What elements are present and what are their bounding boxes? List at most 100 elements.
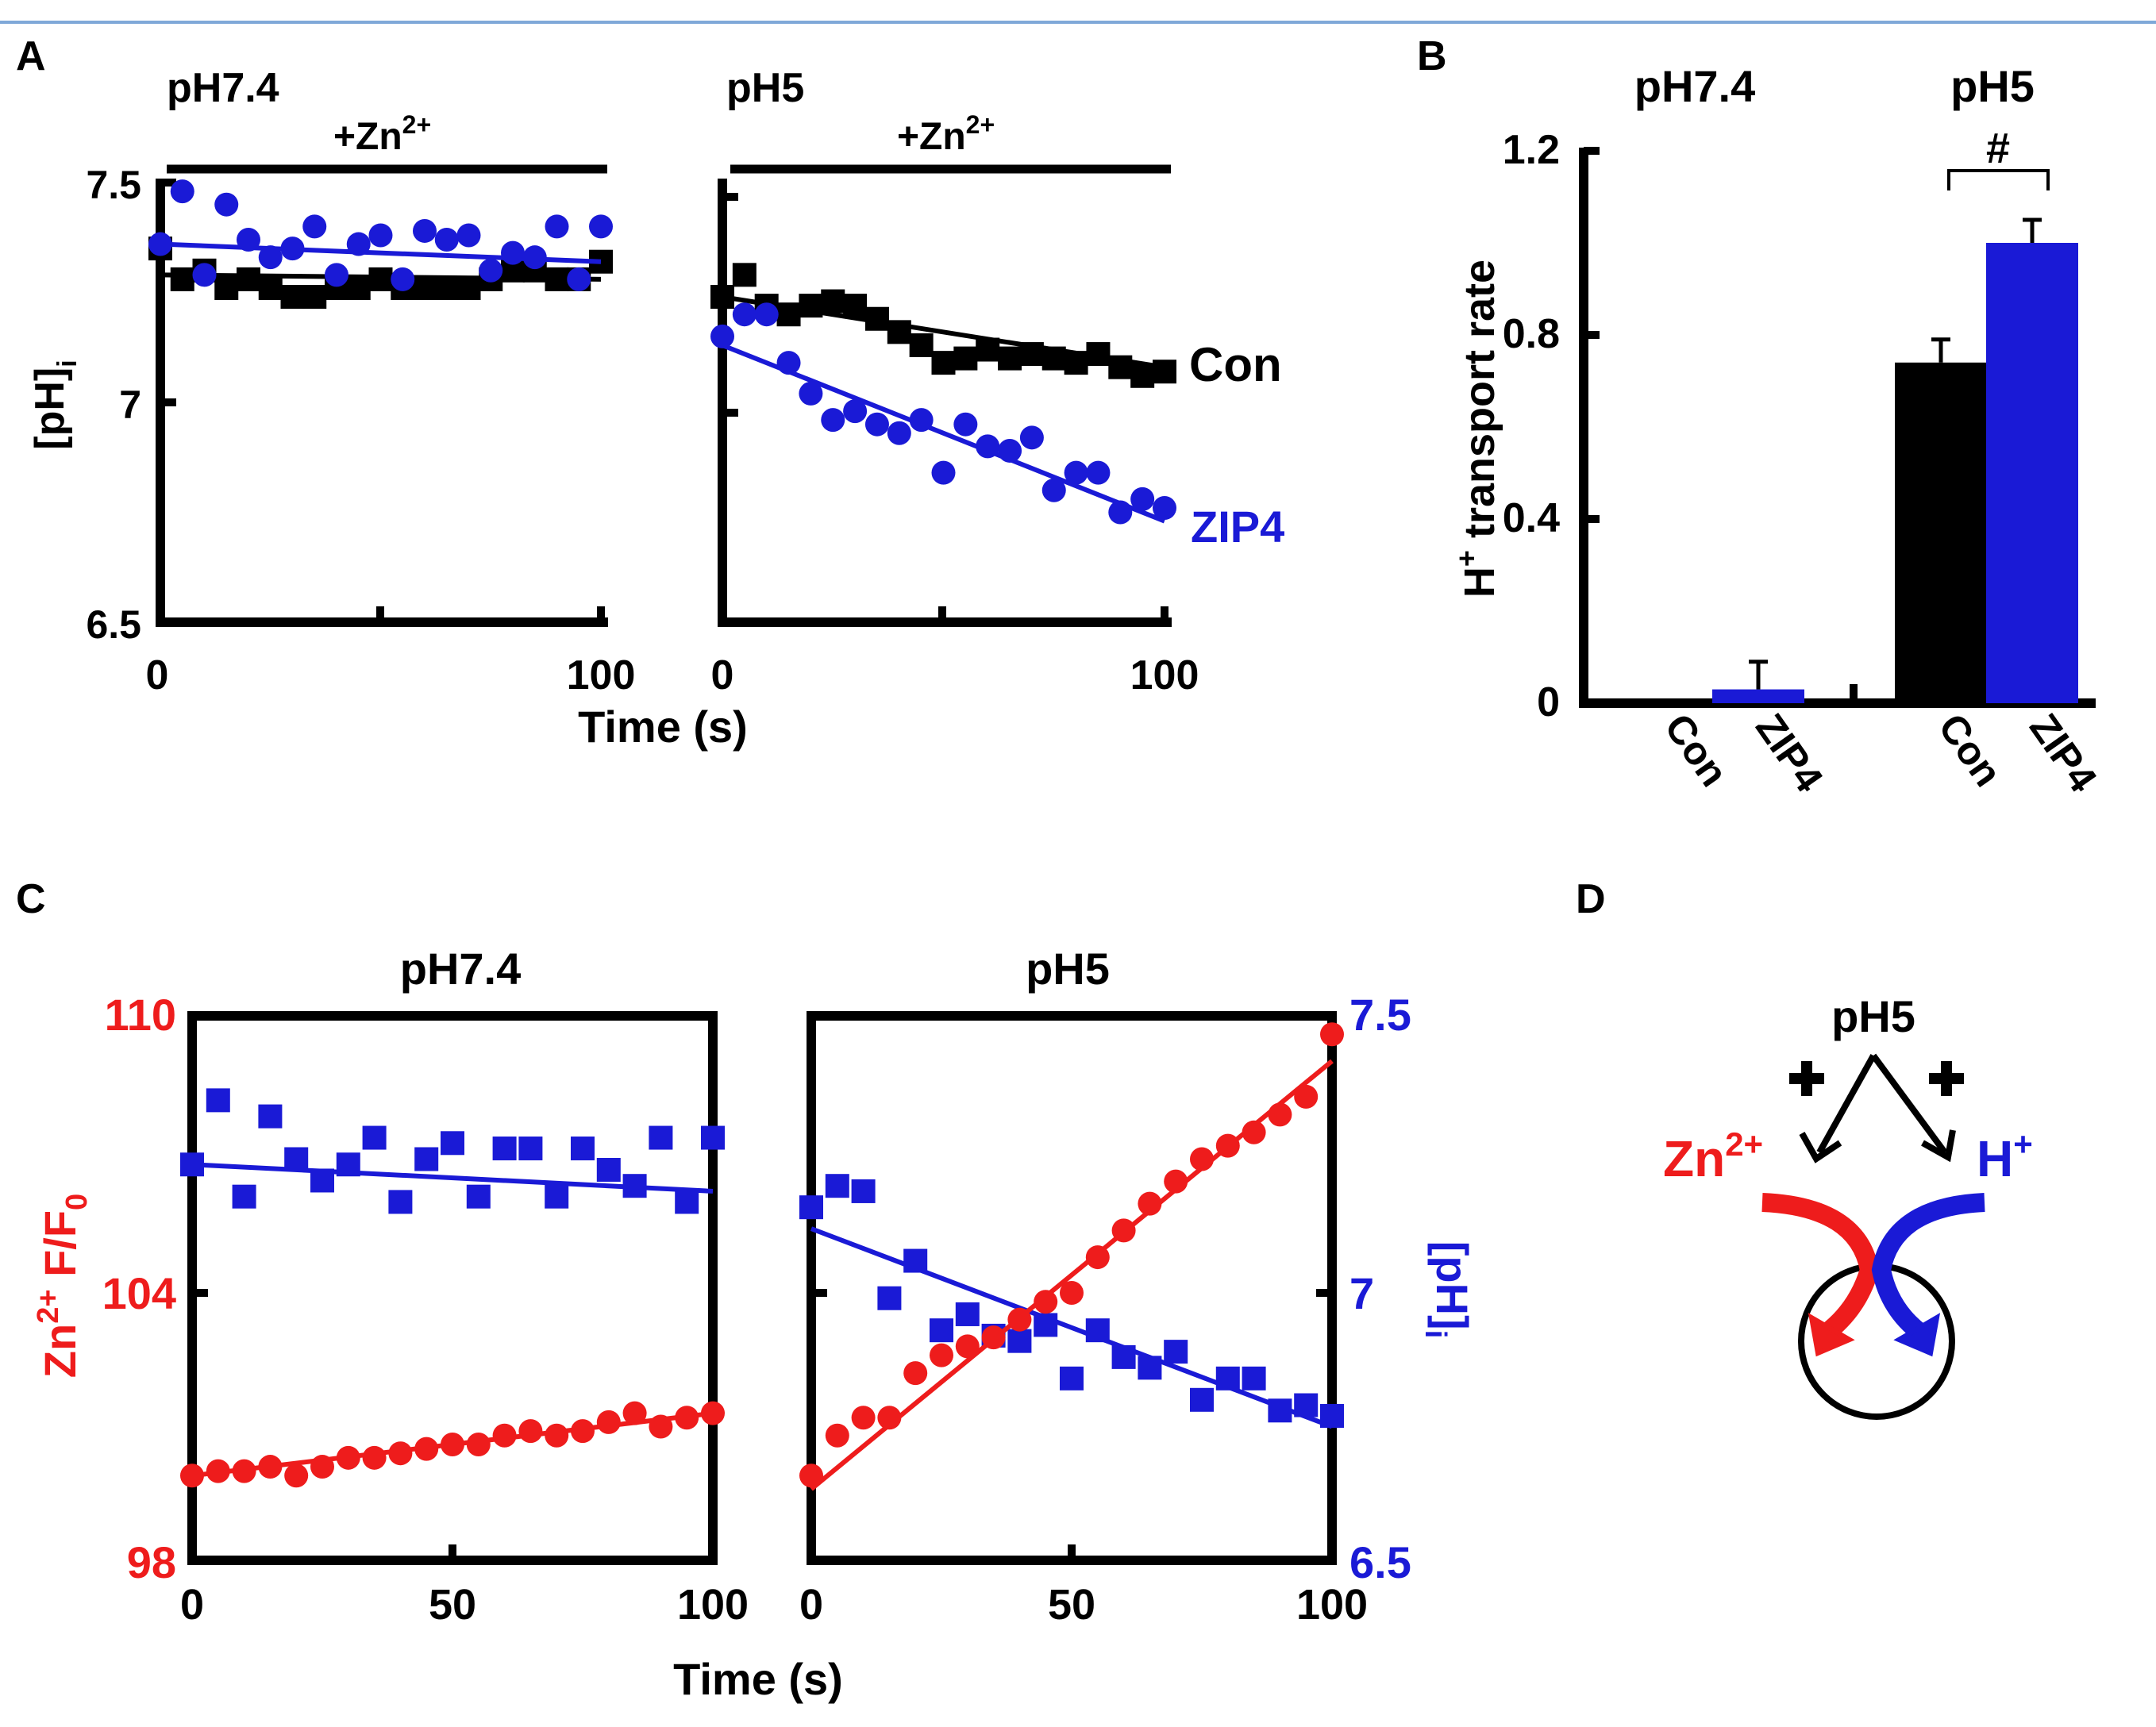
y-tick-label: 0.8 xyxy=(1503,311,1560,357)
plus-icon xyxy=(1789,1061,1824,1096)
zn-data-point xyxy=(492,1423,517,1448)
zn-data-point xyxy=(206,1459,230,1483)
series-label-zip4: ZIP4 xyxy=(1191,502,1284,552)
zn-data-point xyxy=(799,1464,823,1488)
zn-axis-label: Zn2+ F/F0 xyxy=(32,1194,94,1378)
panel-label-a: A xyxy=(16,33,46,79)
con-data-point xyxy=(1019,342,1044,367)
plot-area xyxy=(710,263,1176,525)
ph-data-point xyxy=(1294,1393,1319,1417)
h-influx-arrow xyxy=(1871,1193,1985,1341)
con-data-point xyxy=(821,289,845,313)
con-data-point xyxy=(280,285,305,310)
plus-icon xyxy=(1929,1061,1964,1096)
zip4-data-point xyxy=(1108,500,1133,525)
zip4-data-point xyxy=(192,263,217,287)
zn-data-point xyxy=(1138,1191,1162,1216)
con-data-point xyxy=(1041,346,1066,371)
panel-d-diagram: pH5 Zn2+ H+ xyxy=(1663,991,2033,1420)
plot-area xyxy=(180,1088,725,1488)
zn-data-point xyxy=(180,1464,204,1488)
right-y-tick-label: 7 xyxy=(1349,1268,1374,1318)
con-data-point xyxy=(843,294,868,318)
ph-data-point xyxy=(596,1157,621,1182)
ph-data-point xyxy=(649,1125,673,1150)
con-data-point xyxy=(799,294,823,318)
ph-data-point xyxy=(1268,1398,1292,1423)
con-data-point xyxy=(976,337,1000,362)
zn-data-point xyxy=(1060,1281,1084,1305)
zip4-data-point xyxy=(1019,425,1044,450)
ph-data-point xyxy=(258,1104,283,1129)
zn-data-point xyxy=(232,1459,256,1483)
zip4-data-point xyxy=(522,245,547,270)
panel-c-ph74-frame xyxy=(187,1011,718,1565)
ph-data-point xyxy=(799,1195,823,1220)
panel-c-ph5: pH5 7.5 7 6.5 0 50 100 [pH]i xyxy=(799,944,1477,1629)
panel-c-ph5-title: pH5 xyxy=(1026,944,1110,994)
x-tick-label: 100 xyxy=(1296,1581,1368,1629)
x-tick-label: 0 xyxy=(146,652,169,698)
zn-data-point xyxy=(955,1334,980,1359)
ph-data-point xyxy=(851,1179,876,1203)
panel-a-ph74: pH7.4 +Zn2+ 7.5 7 6.5 0 100 [pH]i xyxy=(27,65,635,698)
zip4-data-point xyxy=(368,223,393,248)
bar-zip4 xyxy=(1986,243,2078,703)
ph-data-point xyxy=(388,1190,413,1214)
zip4-data-point xyxy=(799,381,823,406)
left-y-tick-label: 104 xyxy=(102,1268,176,1318)
ph-data-point xyxy=(1007,1329,1032,1353)
y-tick-label: 6.5 xyxy=(86,602,141,647)
ph-data-point xyxy=(1060,1366,1084,1390)
zip4-data-point xyxy=(821,408,845,433)
zn-data-point xyxy=(930,1343,953,1367)
zip4-data-point xyxy=(589,214,613,239)
zip4-data-point xyxy=(953,412,978,437)
panel-b-y-axis-label: H+ transport rate xyxy=(1450,260,1503,598)
con-data-point xyxy=(1130,363,1155,388)
ph-data-point xyxy=(336,1152,360,1177)
left-y-tick-label: 110 xyxy=(105,990,176,1040)
zn-data-point xyxy=(981,1325,1006,1350)
ph-data-point xyxy=(1111,1344,1136,1369)
zn-data-point xyxy=(362,1445,387,1470)
zn-data-point xyxy=(596,1410,621,1434)
zip4-data-point xyxy=(456,223,481,248)
zn-data-point xyxy=(1085,1245,1110,1270)
zn-data-point xyxy=(571,1419,595,1444)
ph-data-point xyxy=(492,1137,517,1161)
x-tick-label: 0 xyxy=(711,652,734,698)
ph-data-point xyxy=(1215,1366,1240,1390)
con-data-point xyxy=(710,285,734,310)
plot-area xyxy=(799,1022,1344,1491)
ph-data-point xyxy=(414,1147,439,1171)
bar-category-label: ZIP4 xyxy=(1747,706,1832,800)
y-tick-label: 1.2 xyxy=(1503,127,1560,173)
ph-data-point xyxy=(1190,1387,1214,1412)
ph-data-point xyxy=(675,1190,699,1214)
con-data-point xyxy=(776,302,801,327)
panel-c-ph74: pH7.4 110 104 98 0 50 100 Zn2+ F/F0 xyxy=(32,944,749,1629)
ph-data-point xyxy=(930,1318,953,1343)
zn-data-point xyxy=(701,1401,725,1425)
y-tick-label: 7 xyxy=(119,383,141,427)
zn-data-point xyxy=(1034,1290,1058,1314)
zn-data-point xyxy=(1242,1120,1266,1144)
ph-data-point xyxy=(701,1125,725,1150)
panel-c-ph74-title: pH7.4 xyxy=(400,944,522,994)
bar-category-label: Con xyxy=(1930,706,2011,794)
zn-data-point xyxy=(545,1423,569,1448)
ph-data-point xyxy=(362,1125,387,1150)
zip4-data-point xyxy=(754,302,779,327)
con-data-point xyxy=(258,275,283,300)
x-tick-label: 100 xyxy=(567,652,636,698)
zn-data-point xyxy=(675,1406,699,1430)
con-data-point xyxy=(368,267,393,291)
zip4-data-point xyxy=(998,438,1022,463)
ph-data-point xyxy=(310,1168,334,1193)
zn-data-point xyxy=(649,1414,673,1439)
ph-data-point xyxy=(232,1184,256,1209)
con-data-point xyxy=(346,275,371,300)
ph-data-point xyxy=(1242,1366,1266,1390)
con-data-point xyxy=(1064,351,1088,375)
